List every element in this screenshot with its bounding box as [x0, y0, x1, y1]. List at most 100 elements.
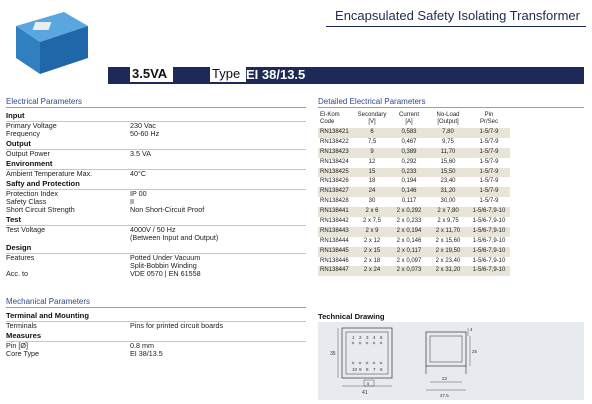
column-header-line: Secondary: [357, 112, 387, 118]
pin-number: 9: [359, 367, 362, 372]
column-header-line: Pr/Sec: [479, 119, 498, 125]
table-cell: 0,583: [401, 129, 417, 135]
table-cell: RN138427: [320, 188, 349, 195]
table-cell: 1-5/6-7,9-10: [472, 247, 506, 254]
table-cell: 2 x 0,194: [396, 227, 422, 234]
table-row: RN138447 2 x 24 2 x 0,073 2 x 31,20 1-5/6-7,…: [318, 266, 510, 277]
electrical-group-title: Design: [6, 242, 306, 254]
pin-hole: [372, 341, 376, 345]
table-row: RN138423 9 0,389 11,70 1-5/7-9: [318, 147, 510, 158]
column-header-line: Pin: [484, 112, 494, 118]
table-cell: 7,5: [367, 138, 377, 145]
detailed-heading: Detailed Electrical Parameters: [318, 97, 426, 106]
electrical-param-row: Output Power 3.5 VA: [6, 150, 306, 158]
mechanical-param-row: Core Type EI 38/13.5: [6, 350, 306, 358]
mechanical-parameters: Terminal and Mounting Terminals Pins for p…: [6, 310, 306, 358]
pin-hole: [358, 341, 362, 345]
table-row: RN138446 2 x 18 2 x 0,097 2 x 23,40 1-5/6-7,…: [318, 257, 510, 267]
table-cell: 2 x 24: [363, 267, 381, 274]
power-rating: 3.5VA: [130, 66, 174, 82]
electrical-param-row: Safety Class II: [6, 198, 306, 206]
table-cell: 2 x 7,80: [437, 208, 459, 215]
pin-number: 7: [373, 367, 376, 372]
electrical-param-row: Ambient Temperature Max. 40°C: [6, 170, 306, 178]
table-header: El-Kom Code Secondary [V] Current [A] No-Load[…: [318, 112, 510, 128]
table-cell: 15,60: [440, 158, 456, 165]
mechanical-heading-rule: [6, 307, 306, 308]
table-cell: RN138444: [320, 237, 349, 244]
param-value: 40°C: [130, 169, 147, 178]
param-value: IP 00: [130, 189, 147, 198]
param-value: 0.8 mm: [130, 341, 154, 350]
table-cell: 0,194: [401, 178, 417, 185]
electrical-parameters: Input Primary Voltage 230 Vac Frequency 50-6…: [6, 110, 306, 278]
column-header-line: [A]: [405, 119, 413, 125]
table-cell: RN138428: [320, 198, 349, 205]
table-cell: 2 x 6: [365, 208, 379, 215]
table-cell: RN138447: [320, 267, 349, 274]
table-cell: 2 x 15,60: [435, 237, 461, 244]
transformer-product-image: [16, 12, 88, 74]
electrical-param-row: Short Circuit Strength Non Short-Circuit …: [6, 206, 306, 214]
table-row: RN138428 30 0,117 30,00 1-5/7-9: [318, 197, 510, 207]
column-header-line: [Output]: [437, 119, 459, 125]
param-value: 230 Vac: [130, 121, 156, 130]
table-cell: 1-5/6-7,9-10: [472, 218, 506, 225]
table-cell: 1-5/7-9: [479, 158, 499, 165]
table-cell: RN138441: [320, 208, 349, 215]
column-header: Current [A]: [390, 112, 428, 128]
table-cell: 2 x 0,233: [396, 218, 422, 225]
electrical-group-title: Safty and Protection: [6, 178, 306, 190]
table-cell: 2 x 9: [365, 227, 379, 234]
width-dim-label: 41: [362, 390, 368, 396]
param-label: Primary Voltage: [6, 121, 57, 130]
pin-number: 8: [366, 367, 369, 372]
param-label: Acc. to: [6, 269, 28, 278]
type-label: Type: [210, 66, 247, 82]
table-cell: 0,467: [401, 138, 417, 145]
side-view-outline: [425, 331, 467, 367]
table-row: RN138445 2 x 15 2 x 0,117 2 x 19,50 1-5/6-7,…: [318, 246, 510, 257]
pin-pitch-label: 5: [367, 381, 370, 386]
table-cell: 12: [368, 158, 376, 165]
electrical-param-row: Acc. to VDE 0570 | EN 61558: [6, 270, 306, 278]
mechanical-param-row: Pin [Ø] 0.8 mm: [6, 342, 306, 350]
spec-bar: [108, 67, 584, 84]
electrical-param-row: Primary Voltage 230 Vac: [6, 122, 306, 130]
table-cell: 15: [368, 168, 376, 175]
table-cell: RN138443: [320, 227, 349, 234]
pin-number: 2: [359, 335, 362, 340]
table-cell: 11,70: [440, 148, 456, 155]
table-cell: 1-5/7-9: [479, 168, 499, 175]
table-cell: 2 x 0,146: [396, 237, 422, 244]
column-header-line: El-Kom: [320, 112, 340, 118]
side-depth-label: 27,5: [440, 393, 449, 398]
table-row: RN138425 15 0,233 15,50 1-5/7-9: [318, 167, 510, 178]
page-title: Encapsulated Safety Isolating Transforme…: [335, 8, 580, 23]
table-cell: 2 x 9,75: [437, 218, 459, 225]
table-row: RN138422 7,5 0,467 9,75 1-5/7-9: [318, 138, 510, 148]
param-value: Split-Bobbin Winding: [130, 261, 197, 270]
side-height-label: 25: [472, 349, 478, 354]
table-cell: 9,75: [442, 138, 454, 145]
table-cell: 2 x 31,20: [435, 267, 461, 274]
table-row: RN138442 2 x 7,5 2 x 0,233 2 x 9,75 1-5/6-7,…: [318, 217, 510, 227]
electrical-group-title: Test: [6, 214, 306, 226]
electrical-param-row: (Between Input and Output): [6, 234, 306, 242]
table-cell: 2 x 0,117: [396, 247, 422, 254]
param-value: Potted Under Vacuum: [130, 253, 201, 262]
table-row: RN138443 2 x 9 2 x 0,194 2 x 11,70 1-5/6-7,9…: [318, 226, 510, 237]
table-cell: 2 x 18: [363, 257, 381, 264]
table-cell: 1-5/6-7,9-10: [472, 267, 506, 274]
table-cell: 30,00: [440, 198, 456, 205]
pin-hole: [351, 361, 355, 365]
electrical-param-row: Test Voltage 4000V / 50 Hz: [6, 226, 306, 234]
table-cell: 2 x 0,073: [396, 267, 422, 274]
table-cell: 18: [368, 178, 376, 185]
table-cell: 2 x 0,292: [396, 208, 422, 215]
param-label: Pin [Ø]: [6, 341, 28, 350]
front-view-inner: [345, 331, 389, 375]
table-cell: 1-5/6-7,9-10: [472, 237, 506, 244]
technical-drawing: 41 35 5 4 25 22 27,5 1 2 3 4 5 10 9 8 7 6: [318, 322, 584, 400]
table-cell: 2 x 11,70: [435, 227, 461, 234]
